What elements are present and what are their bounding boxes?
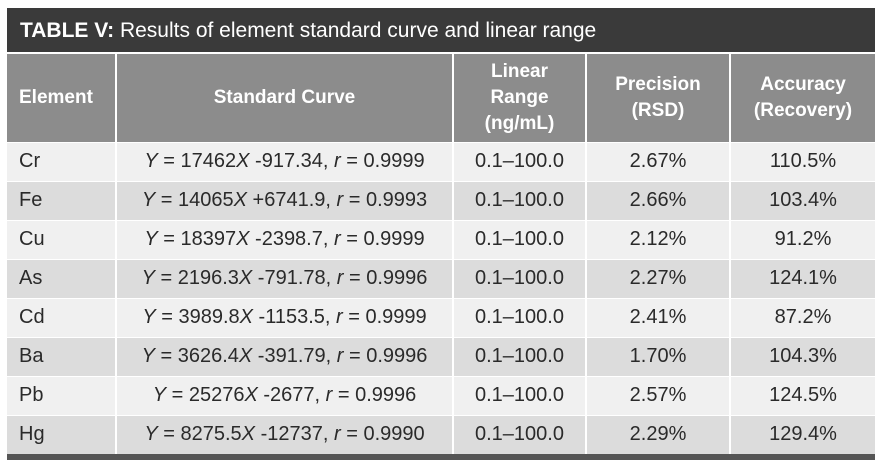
cell-element: Cu — [7, 219, 117, 259]
cell-accuracy: 124.5% — [730, 375, 875, 415]
curve-r-value: 0.9999 — [365, 306, 427, 328]
curve-intercept: -2677 — [263, 384, 315, 406]
header-linear-range-line3: (ng/mL) — [484, 112, 555, 134]
cell-standard-curve: Y = 14065X +6741.9, r = 0.9993 — [116, 180, 454, 220]
header-precision: Precision (RSD) — [586, 54, 731, 142]
table-row: Fe Y = 14065X +6741.9, r = 0.9993 0.1–10… — [7, 180, 875, 220]
curve-slope: 18397 — [180, 228, 237, 250]
cell-linear-range: 0.1–100.0 — [453, 336, 587, 376]
cell-accuracy: 110.5% — [730, 141, 875, 181]
table-row: Ba Y = 3626.4X -391.79, r = 0.9996 0.1–1… — [7, 336, 875, 376]
cell-precision: 2.29% — [586, 414, 731, 454]
curve-r-value: 0.9996 — [366, 267, 428, 289]
table-caption-label: TABLE V: — [20, 19, 115, 42]
cell-precision: 1.70% — [586, 336, 731, 376]
header-accuracy: Accuracy (Recovery) — [730, 54, 875, 142]
cell-precision: 2.12% — [586, 219, 731, 259]
table-row: As Y = 2196.3X -791.78, r = 0.9996 0.1–1… — [7, 258, 875, 298]
cell-linear-range: 0.1–100.0 — [453, 414, 587, 454]
cell-standard-curve: Y = 18397X -2398.7, r = 0.9999 — [116, 219, 454, 259]
curve-slope: 2196.3 — [177, 267, 239, 289]
cell-standard-curve: Y = 3989.8X -1153.5, r = 0.9999 — [116, 297, 454, 337]
header-linear-range: Linear Range (ng/mL) — [453, 54, 587, 142]
cell-accuracy: 124.1% — [730, 258, 875, 298]
curve-slope: 8275.5 — [180, 423, 242, 446]
cell-precision: 2.57% — [586, 375, 731, 415]
cell-accuracy: 103.4% — [730, 180, 875, 220]
curve-slope: 14065 — [177, 189, 234, 211]
table-header-row: Element Standard Curve Linear Range (ng/… — [7, 54, 875, 142]
curve-intercept: -2398.7 — [255, 228, 323, 250]
table-row: Cd Y = 3989.8X -1153.5, r = 0.9999 0.1–1… — [7, 297, 875, 337]
curve-r-value: 0.9999 — [363, 228, 425, 250]
header-accuracy-line2: (Recovery) — [753, 99, 853, 121]
cell-precision: 2.67% — [586, 141, 731, 181]
table-row: Pb Y = 25276X -2677, r = 0.9996 0.1–100.… — [7, 375, 875, 415]
cell-precision: 2.27% — [586, 258, 731, 298]
results-table: Element Standard Curve Linear Range (ng/… — [7, 54, 875, 454]
cell-standard-curve: Y = 3626.4X -391.79, r = 0.9996 — [116, 336, 454, 376]
cell-linear-range: 0.1–100.0 — [453, 297, 587, 337]
curve-slope: 3989.8 — [178, 306, 240, 328]
curve-intercept: -791.78 — [257, 267, 326, 289]
cell-accuracy: 91.2% — [730, 219, 875, 259]
curve-r-value: 0.9996 — [355, 384, 417, 406]
cell-standard-curve: Y = 8275.5X -12737, r = 0.9990 — [116, 414, 454, 454]
cell-linear-range: 0.1–100.0 — [453, 180, 587, 220]
curve-slope: 17462 — [180, 150, 237, 172]
cell-element: Hg — [7, 414, 117, 454]
cell-accuracy: 87.2% — [730, 297, 875, 337]
cell-element: Ba — [7, 336, 117, 376]
table-bottom-rule — [7, 454, 875, 460]
cell-standard-curve: Y = 17462X -917.34, r = 0.9999 — [116, 141, 454, 181]
table-body: Cr Y = 17462X -917.34, r = 0.9999 0.1–10… — [7, 141, 875, 454]
header-standard-curve: Standard Curve — [116, 54, 454, 142]
curve-r-value: 0.9990 — [363, 423, 425, 446]
cell-element: As — [7, 258, 117, 298]
curve-intercept: -391.79 — [257, 345, 326, 367]
curve-slope: 25276 — [188, 384, 245, 406]
cell-element: Cr — [7, 141, 117, 181]
table-row: Cu Y = 18397X -2398.7, r = 0.9999 0.1–10… — [7, 219, 875, 259]
cell-standard-curve: Y = 25276X -2677, r = 0.9996 — [116, 375, 454, 415]
cell-linear-range: 0.1–100.0 — [453, 141, 587, 181]
curve-r-value: 0.9996 — [366, 345, 428, 367]
curve-slope: 3626.4 — [177, 345, 239, 367]
header-accuracy-line1: Accuracy — [760, 73, 846, 95]
cell-element: Pb — [7, 375, 117, 415]
cell-precision: 2.41% — [586, 297, 731, 337]
header-linear-range-line1: Linear — [490, 60, 549, 82]
cell-linear-range: 0.1–100.0 — [453, 258, 587, 298]
results-table-container: TABLE V: Results of element standard cur… — [7, 8, 875, 460]
cell-accuracy: 104.3% — [730, 336, 875, 376]
cell-element: Cd — [7, 297, 117, 337]
curve-intercept: -917.34 — [255, 150, 323, 172]
cell-linear-range: 0.1–100.0 — [453, 375, 587, 415]
curve-intercept: -1153.5 — [258, 306, 325, 328]
cell-element: Fe — [7, 180, 117, 220]
header-linear-range-line2: Range — [490, 86, 549, 108]
curve-intercept: +6741.9 — [252, 189, 326, 211]
header-precision-line2: (RSD) — [631, 99, 685, 121]
cell-linear-range: 0.1–100.0 — [453, 219, 587, 259]
curve-r-value: 0.9999 — [363, 150, 425, 172]
curve-intercept: -12737 — [260, 423, 323, 446]
cell-accuracy: 129.4% — [730, 414, 875, 454]
header-element: Element — [7, 54, 117, 142]
table-caption: TABLE V: Results of element standard cur… — [7, 8, 875, 54]
table-caption-text: Results of element standard curve and li… — [114, 19, 597, 42]
header-precision-line1: Precision — [615, 73, 701, 95]
curve-r-value: 0.9993 — [365, 189, 428, 211]
cell-precision: 2.66% — [586, 180, 731, 220]
cell-standard-curve: Y = 2196.3X -791.78, r = 0.9996 — [116, 258, 454, 298]
table-row: Hg Y = 8275.5X -12737, r = 0.9990 0.1–10… — [7, 414, 875, 454]
table-row: Cr Y = 17462X -917.34, r = 0.9999 0.1–10… — [7, 141, 875, 181]
